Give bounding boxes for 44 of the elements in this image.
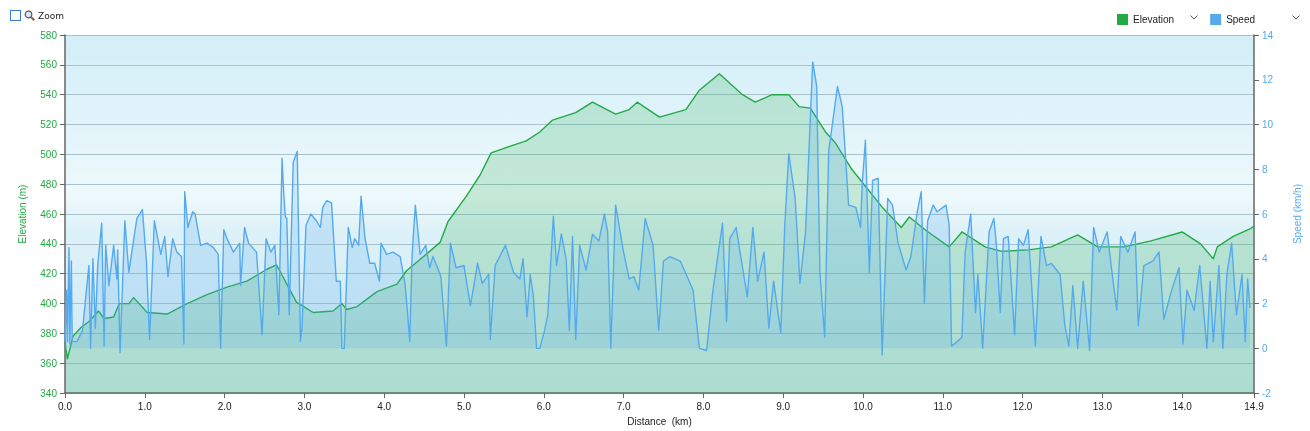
y2-tick-label: 0 xyxy=(1262,342,1268,354)
x-tick-label: 10.0 xyxy=(853,400,874,412)
y-tick-label: 580 xyxy=(40,29,58,41)
y-tick-label: 520 xyxy=(40,119,58,131)
y2-tick-label: 4 xyxy=(1262,253,1268,265)
y2-tick-label: 10 xyxy=(1262,119,1274,131)
x-tick-label: 7.0 xyxy=(616,400,631,412)
y-tick-label: 340 xyxy=(40,387,58,399)
x-tick-label: 9.0 xyxy=(776,400,791,412)
y-tick-label: 360 xyxy=(40,357,58,369)
y-tick-label: 380 xyxy=(40,327,58,339)
legend-label: Elevation xyxy=(1133,14,1175,25)
text: Zoom xyxy=(38,10,64,21)
x-tick-label: 6.0 xyxy=(536,400,552,412)
x-tick-label: 12.0 xyxy=(1012,400,1033,412)
x-tick-label: 14.9 xyxy=(1244,400,1265,412)
y-tick-label: 540 xyxy=(40,89,58,101)
y-tick-label: 480 xyxy=(40,178,58,190)
x-tick-label: 13.0 xyxy=(1092,400,1113,412)
y2-tick-label: 12 xyxy=(1262,74,1274,86)
y2-tick-label: 14 xyxy=(1262,29,1274,41)
legend-label: Speed xyxy=(1226,14,1256,25)
y2-tick-label: 2 xyxy=(1262,298,1268,310)
x-tick-label: 8.0 xyxy=(696,400,711,412)
y-tick-label: 400 xyxy=(40,298,58,310)
y2-tick-label: 6 xyxy=(1262,208,1268,220)
x-tick-label: 2.0 xyxy=(217,400,232,412)
y-tick-label: 420 xyxy=(40,268,58,280)
y2-tick-label: 8 xyxy=(1262,163,1268,175)
x-tick-label: 14.0 xyxy=(1172,400,1193,412)
y-axis-title: Elevation (m) xyxy=(16,184,28,244)
x-tick-label: 3.0 xyxy=(297,400,312,412)
x-tick-label: 1.0 xyxy=(137,400,153,412)
y2-tick-label: -2 xyxy=(1262,387,1272,399)
x-tick-label: 5.0 xyxy=(457,400,472,412)
y2-axis-title: Speed (km/h) xyxy=(1291,184,1303,245)
x-axis-title: Distance (km) xyxy=(627,415,692,427)
y-tick-label: 500 xyxy=(40,148,58,160)
x-tick-label: 0.0 xyxy=(58,400,73,412)
y-tick-label: 440 xyxy=(40,238,58,250)
y-tick-label: 460 xyxy=(40,208,58,220)
x-tick-label: 4.0 xyxy=(377,400,392,412)
x-tick-label: 11.0 xyxy=(933,400,953,412)
y-tick-label: 560 xyxy=(40,59,58,71)
